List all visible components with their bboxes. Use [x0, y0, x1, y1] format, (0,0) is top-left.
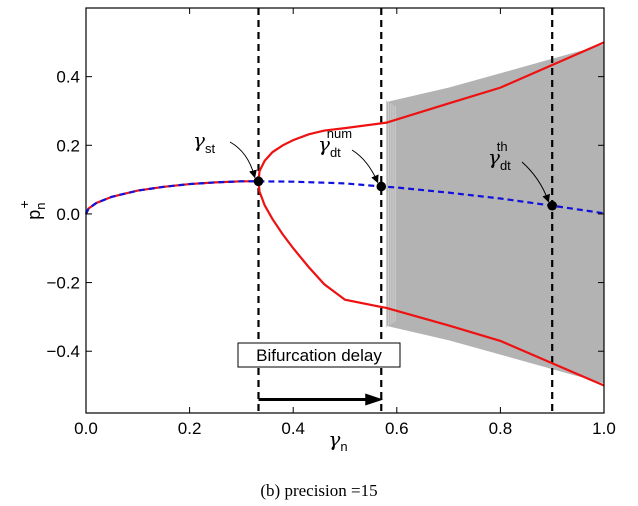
series-line-blue — [85, 180, 605, 215]
bifurcation-point — [253, 176, 264, 187]
oscillation-region — [385, 44, 604, 384]
point-label: γst — [193, 128, 215, 156]
y-tick-label: −0.4 — [46, 342, 80, 361]
y-tick-label: 0.4 — [56, 68, 80, 87]
y-axis-label: pn+ — [16, 200, 48, 219]
annotations: γst γdtnum γdtth Bifurcation delay — [193, 126, 550, 406]
delay-label: Bifurcation delay — [256, 346, 382, 365]
annotation-arrow — [351, 149, 379, 184]
y-tick-label: −0.2 — [46, 274, 80, 293]
y-tick-label: 0.2 — [56, 136, 80, 155]
axis-ticks: 0.0 0.2 0.4 0.6 0.8 1.0 −0.4 −0.2 0.0 0.2 0.4 — [46, 8, 616, 438]
point-label: γdtth — [488, 139, 511, 173]
point-label: γdtnum — [318, 126, 352, 160]
x-tick-label: 0.6 — [385, 419, 409, 438]
figure-caption: (b) precision =15 — [260, 481, 377, 500]
series-lines — [85, 41, 605, 387]
x-tick-label: 0.0 — [74, 419, 98, 438]
annotation-arrow — [521, 161, 550, 203]
series-line-red — [257, 181, 605, 387]
shaded-area — [386, 44, 604, 384]
x-tick-label: 0.2 — [178, 419, 202, 438]
x-tick-label: 0.4 — [281, 419, 305, 438]
x-axis-label: γn — [328, 427, 347, 454]
delay-arrow-head — [365, 393, 384, 406]
plot-frame — [85, 7, 605, 414]
x-tick-label: 0.8 — [489, 419, 513, 438]
delay-label-box — [237, 342, 401, 368]
annotation-arrow — [229, 141, 257, 179]
bifurcation-point — [376, 181, 387, 192]
x-tick-label: 1.0 — [592, 419, 616, 438]
series-line-red — [257, 41, 605, 182]
bifurcation-point — [547, 200, 557, 211]
bifurcation-points — [253, 176, 557, 211]
y-tick-label: 0.0 — [56, 205, 80, 224]
